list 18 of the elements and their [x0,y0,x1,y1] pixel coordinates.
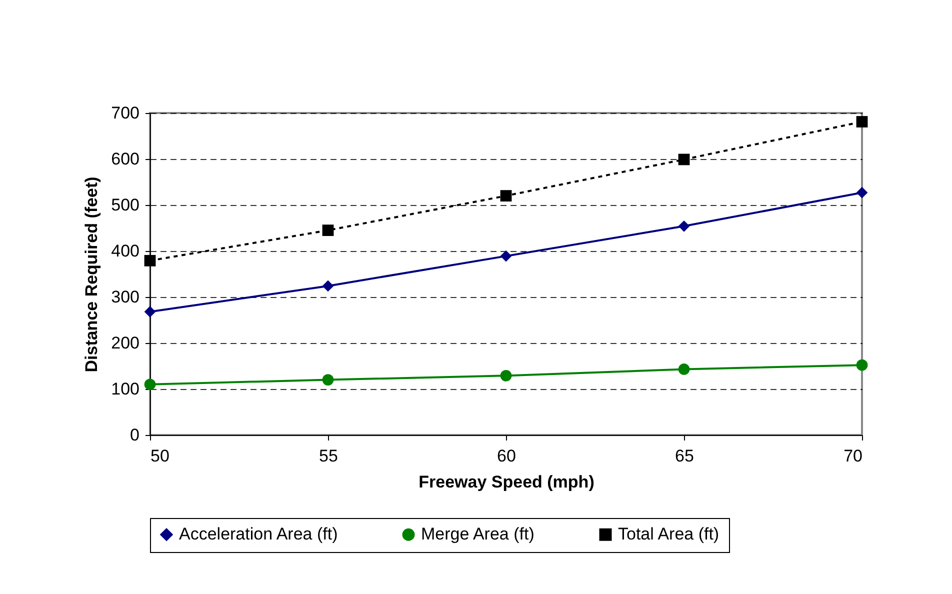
y-tick-label: 400 [111,242,140,260]
y-tick-label: 700 [111,104,140,122]
x-tick-label: 65 [675,446,694,466]
legend-label: Total Area (ft) [618,524,720,544]
y-tick-label: 500 [111,196,140,214]
y-tick-label: 200 [111,334,140,352]
y-tick-label: 0 [130,426,140,444]
y-tick-label: 100 [111,380,140,398]
y-tick-label: 600 [111,150,140,168]
legend-label: Merge Area (ft) [421,524,534,544]
x-tick-label: 70 [844,446,862,466]
legend-label: Acceleration Area (ft) [179,524,338,544]
y-tick-label: 300 [111,288,140,306]
x-tick-label: 55 [319,446,338,466]
x-axis-title: Freeway Speed (mph) [418,472,594,492]
x-tick-label: 60 [497,446,516,466]
x-tick-label: 50 [150,446,170,466]
y-axis-title: Distance Required (feet) [82,176,102,372]
